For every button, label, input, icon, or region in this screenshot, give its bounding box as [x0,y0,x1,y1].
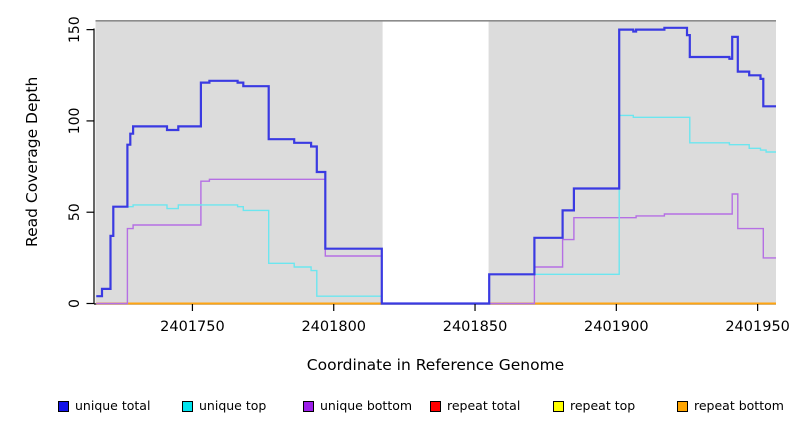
x-tick-label: 2401750 [160,319,225,335]
x-tick-label: 2401950 [725,319,790,335]
x-axis-title: Coordinate in Reference Genome [306,356,565,374]
y-tick-label: 0 [67,299,83,308]
legend-label: repeat top [570,398,636,413]
x-tick-label: 2401800 [301,319,366,335]
legend-label: unique top [199,398,267,413]
legend-label: repeat total [447,398,521,413]
y-tick-label: 100 [67,108,83,135]
x-tick-label: 2401900 [584,319,649,335]
series-unique-top [96,114,776,305]
legend-label: unique bottom [320,398,413,413]
x-tick-label: 2401850 [443,319,508,335]
y-tick-label: 150 [67,16,83,43]
legend: unique total unique top unique bottom repea… [0,398,792,420]
legend-swatch-icon [430,401,441,412]
legend-label: unique total [75,398,151,413]
series-unique-total [96,26,776,305]
legend-swatch-icon [303,401,314,412]
legend-swatch-icon [677,401,688,412]
legend-swatch-icon [553,401,564,412]
series-unique-bottom [96,178,776,305]
masked-region [382,21,489,304]
y-tick-label: 50 [67,203,83,221]
y-axis-title: Read Coverage Depth [23,76,41,247]
legend-swatch-icon [182,401,193,412]
legend-label: repeat bottom [694,398,784,413]
legend-swatch-icon [58,401,69,412]
